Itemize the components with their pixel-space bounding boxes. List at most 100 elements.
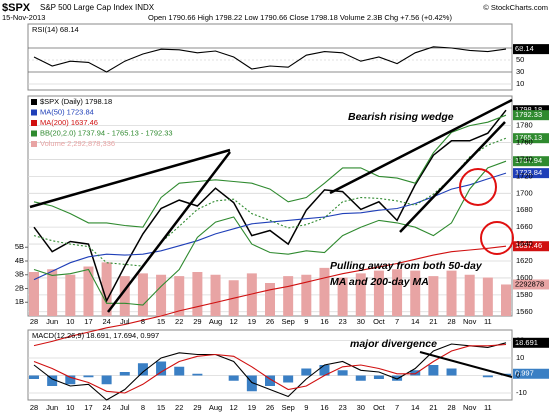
legend-swatch <box>31 141 37 147</box>
x-tick-label: 28 <box>30 317 38 326</box>
value-flag-label: 0.997 <box>515 369 534 378</box>
volume-bar <box>192 272 203 316</box>
value-flag <box>513 337 549 348</box>
histogram-bar <box>228 375 239 381</box>
y-tick-label: 1560 <box>516 307 533 316</box>
y2-tick-label: 2B <box>15 283 24 292</box>
volume-bar <box>392 269 403 316</box>
histogram-bar <box>265 375 275 386</box>
x-tick-label: 15 <box>157 403 165 412</box>
annotation: Pulling away from both 50-day <box>330 260 483 272</box>
y2-tick-label: 1B <box>15 297 24 306</box>
volume-bar <box>137 273 148 316</box>
y-tick-label: 1640 <box>516 239 533 248</box>
y2-tick-label: 3B <box>15 270 24 279</box>
legend-label: Volume 2,292,878,336 <box>40 139 115 148</box>
volume-bar <box>464 274 475 316</box>
volume-bar <box>119 276 130 316</box>
x-tick-label: 24 <box>102 317 110 326</box>
histogram-bar <box>410 370 421 376</box>
y-tick-label: 1580 <box>516 290 533 299</box>
divergence-line <box>419 351 513 378</box>
histogram-bar <box>174 366 185 376</box>
x-tick-label: 11 <box>484 317 492 326</box>
x-tick-label: 16 <box>320 317 328 326</box>
x-tick-label: Aug <box>209 317 222 326</box>
series-line <box>33 137 507 267</box>
x-tick-label: 21 <box>429 317 437 326</box>
y-tick-label: 70 <box>516 43 524 52</box>
value-flag-label: 2292878 <box>515 279 544 288</box>
value-flag-label: 18.691 <box>515 338 538 347</box>
x-tick-label: Sep <box>281 317 294 326</box>
x-tick-label: 23 <box>338 317 346 326</box>
legend-swatch <box>31 130 37 137</box>
x-tick-label: 29 <box>193 403 201 412</box>
rsi-panel <box>27 23 513 91</box>
volume-bar <box>265 283 275 316</box>
x-tick-label: 26 <box>266 317 274 326</box>
x-tick-label: 10 <box>66 403 74 412</box>
x-tick-label: 12 <box>230 403 238 412</box>
y-tick-label: 1680 <box>516 205 533 214</box>
x-tick-label: 23 <box>338 403 346 412</box>
value-flag <box>513 156 549 167</box>
x-tick-label: Jul <box>120 403 130 412</box>
volume-bar <box>319 267 330 316</box>
series-line <box>33 343 507 394</box>
histogram-bar <box>65 375 76 385</box>
value-flag-label: 1798.18 <box>515 105 542 114</box>
histogram-bar <box>446 368 457 376</box>
y-tick-label: 1720 <box>516 171 533 180</box>
x-tick-label: Jun <box>46 403 58 412</box>
x-tick-label: 16 <box>320 403 328 412</box>
histogram-bar <box>337 370 348 376</box>
y-tick-label: 1600 <box>516 273 533 282</box>
volume-bar <box>29 272 39 316</box>
volume-bar <box>156 274 167 316</box>
volume-bar <box>174 276 185 316</box>
x-tick-label: 30 <box>357 403 365 412</box>
histogram-bar <box>428 365 439 376</box>
x-tick-label: 14 <box>411 317 419 326</box>
legend-label: MA(50) 1723.84 <box>40 107 94 116</box>
x-tick-label: 14 <box>411 403 419 412</box>
x-tick-label: 11 <box>484 403 492 412</box>
histogram-bar <box>29 375 39 379</box>
value-flag-label: 68.14 <box>515 44 534 53</box>
x-tick-label: Oct <box>373 317 386 326</box>
histogram-bar <box>47 375 58 386</box>
x-tick-label: 26 <box>266 403 274 412</box>
x-tick-label: 28 <box>447 403 455 412</box>
volume-bar <box>301 274 312 316</box>
value-flag <box>513 241 549 252</box>
volume-bar <box>501 284 511 316</box>
x-tick-label: 22 <box>175 317 183 326</box>
y-tick-label: 10 <box>516 79 524 88</box>
value-flag-label: 1737.94 <box>515 156 542 165</box>
histogram-bar <box>319 365 330 376</box>
legend-swatch <box>31 109 37 116</box>
volume-bar <box>65 274 76 316</box>
macd-panel <box>27 329 513 401</box>
series-line <box>33 342 507 401</box>
credit: © StockCharts.com <box>483 3 548 12</box>
histogram-bar <box>83 375 94 378</box>
y-tick-label: 0 <box>516 370 520 379</box>
value-flag <box>513 168 549 179</box>
x-tick-label: 17 <box>84 403 92 412</box>
histogram-bar <box>101 375 112 385</box>
series-line <box>33 160 507 306</box>
y-tick-label: 1740 <box>516 154 533 163</box>
x-tick-label: 7 <box>395 317 399 326</box>
series-line <box>33 114 507 228</box>
x-tick-label: 17 <box>84 317 92 326</box>
x-tick-label: 10 <box>66 317 74 326</box>
legend-swatch <box>31 99 37 105</box>
x-tick-label: Jul <box>120 317 130 326</box>
legend-label: BB(20,2.0) 1737.94 - 1765.13 - 1792.33 <box>40 128 173 137</box>
x-tick-label: Aug <box>209 403 222 412</box>
series-line <box>33 109 507 303</box>
legend-label: MA(200) 1637.46 <box>40 118 98 127</box>
